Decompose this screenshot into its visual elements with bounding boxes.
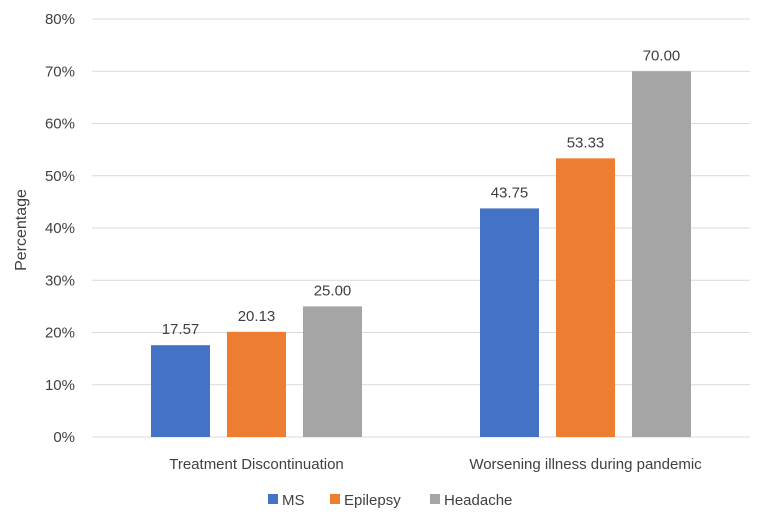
- legend-label: Headache: [444, 492, 512, 509]
- y-axis-label: Percentage: [13, 189, 30, 271]
- y-axis-ticks: 0% 10% 20% 30% 40% 50% 60% 70% 80%: [45, 11, 75, 446]
- data-label: 25.00: [314, 282, 352, 299]
- x-tick-label: Treatment Discontinuation: [169, 456, 344, 473]
- y-tick-label: 60%: [45, 116, 75, 133]
- y-tick-label: 30%: [45, 272, 75, 289]
- legend-label: MS: [282, 492, 305, 509]
- y-tick-label: 40%: [45, 220, 75, 237]
- bar-ms: [151, 345, 210, 437]
- bar-headache: [303, 306, 362, 437]
- data-label: 17.57: [162, 321, 200, 338]
- data-label: 70.00: [643, 47, 681, 64]
- y-tick-label: 0%: [53, 429, 75, 446]
- legend-swatch-headache: [430, 494, 440, 504]
- bars: [151, 71, 691, 437]
- data-label: 43.75: [491, 184, 529, 201]
- data-labels: 17.57 20.13 25.00 43.75 53.33 70.00: [162, 47, 681, 338]
- bar-epilepsy: [227, 331, 286, 437]
- data-label: 20.13: [238, 308, 276, 325]
- y-tick-label: 20%: [45, 325, 75, 342]
- legend-swatch-ms: [268, 494, 278, 504]
- y-tick-label: 50%: [45, 168, 75, 185]
- bar-ms: [480, 208, 539, 437]
- y-tick-label: 70%: [45, 63, 75, 80]
- y-tick-label: 80%: [45, 11, 75, 28]
- legend: MS Epilepsy Headache: [268, 492, 512, 509]
- legend-swatch-epilepsy: [330, 494, 340, 504]
- x-axis-ticks: Treatment Discontinuation Worsening illne…: [169, 456, 702, 473]
- x-tick-label: Worsening illness during pandemic: [469, 456, 702, 473]
- y-tick-label: 10%: [45, 377, 75, 394]
- bar-epilepsy: [556, 158, 615, 437]
- data-label: 53.33: [567, 134, 605, 151]
- legend-label: Epilepsy: [344, 492, 401, 509]
- bar-headache: [632, 71, 691, 437]
